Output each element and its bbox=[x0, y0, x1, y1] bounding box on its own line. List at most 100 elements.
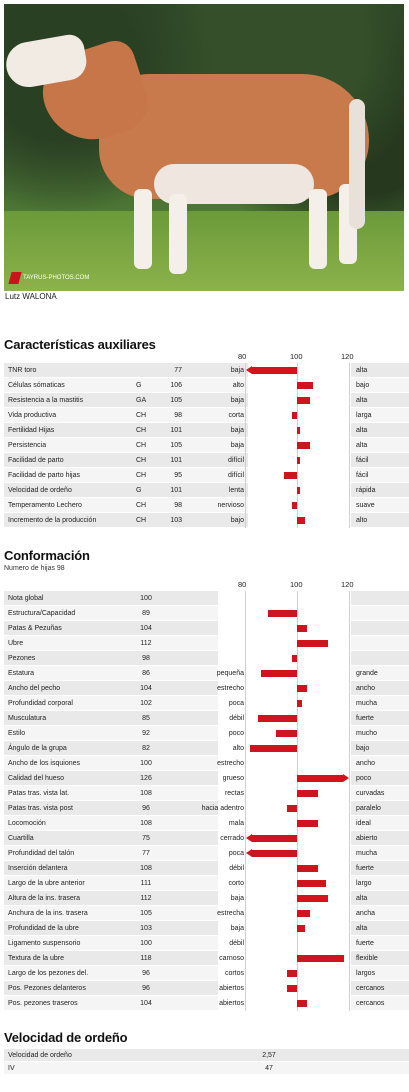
scale-gridline bbox=[349, 966, 350, 981]
trait-high-label: fuerte bbox=[356, 865, 374, 872]
bar-area bbox=[218, 861, 351, 876]
trait-high-label: ancho bbox=[356, 685, 376, 692]
trait-value: 105 bbox=[170, 397, 182, 404]
trait-name: Patas tras. vista post bbox=[8, 805, 73, 812]
scale-gridline bbox=[349, 816, 350, 831]
scale-gridline bbox=[297, 498, 298, 513]
table-row: Calidad del hueso 126 grueso poco bbox=[4, 771, 409, 786]
table-row: Altura de la ins. trasera 112 baja alta bbox=[4, 891, 409, 906]
scale-gridline bbox=[349, 681, 350, 696]
value-bar bbox=[297, 427, 300, 434]
value-bar bbox=[297, 955, 344, 962]
trait-name: Ángulo de la grupa bbox=[8, 745, 67, 752]
trait-name: Cuartilla bbox=[8, 835, 34, 842]
scale-gridline bbox=[297, 726, 298, 741]
trait-name: Estilo bbox=[8, 730, 26, 737]
trait-low-label: corta bbox=[228, 412, 244, 419]
value-bar bbox=[297, 775, 343, 782]
bar-area bbox=[218, 681, 351, 696]
value-bar bbox=[250, 745, 297, 752]
trait-name: Temperamento Lechero bbox=[8, 502, 82, 509]
scale-gridline bbox=[349, 921, 350, 936]
bar-area bbox=[248, 498, 351, 513]
trait-low-label: rectas bbox=[224, 790, 244, 797]
scale-gridline bbox=[297, 741, 298, 756]
table-row: Ancho de los isquiones 100 estrecho ancho bbox=[4, 756, 409, 771]
trait-high-label: rápida bbox=[356, 487, 376, 494]
scale-gridline bbox=[245, 468, 246, 483]
scale-gridline bbox=[245, 513, 246, 528]
trait-value: 101 bbox=[170, 457, 182, 464]
scale-gridline bbox=[245, 786, 246, 801]
value-bar bbox=[291, 655, 297, 662]
table-row: Células sómaticas G 106 alto bajo bbox=[4, 378, 409, 393]
trait-high-label: bajo bbox=[356, 382, 370, 389]
table-row: Estructura/Capacidad 89 bbox=[4, 606, 409, 621]
trait-high-label: mucha bbox=[356, 850, 378, 857]
trait-low-label: corto bbox=[228, 880, 244, 887]
trait-low-label: carnoso bbox=[219, 955, 244, 962]
scale-gridline bbox=[245, 408, 246, 423]
trait-category: CH bbox=[136, 442, 147, 449]
conf-table: Nota global 100 Estructura/Capacidad 89 Pata… bbox=[4, 591, 409, 1011]
scale-gridline bbox=[245, 726, 246, 741]
trait-low-label: abiertos bbox=[219, 985, 244, 992]
trait-name: Nota global bbox=[8, 595, 44, 602]
milk-value: 2,57 bbox=[262, 1052, 276, 1059]
scale-gridline bbox=[349, 846, 350, 861]
scale-gridline bbox=[349, 831, 350, 846]
conf-scale-100: 100 bbox=[290, 580, 303, 589]
scale-gridline bbox=[349, 771, 350, 786]
table-row: Patas & Pezuñas 104 bbox=[4, 621, 409, 636]
trait-name: Persistencia bbox=[8, 442, 47, 449]
trait-low-label: mala bbox=[228, 820, 244, 827]
bar-overflow-left-icon bbox=[246, 834, 252, 842]
bar-area bbox=[248, 408, 351, 423]
value-bar bbox=[260, 670, 297, 677]
trait-high-label: bajo bbox=[356, 745, 370, 752]
trait-name: Facilidad de parto bbox=[8, 457, 64, 464]
trait-high-label: fácil bbox=[356, 457, 369, 464]
scale-gridline bbox=[245, 681, 246, 696]
trait-high-label: alto bbox=[356, 517, 368, 524]
value-bar bbox=[297, 1000, 308, 1007]
value-bar bbox=[284, 472, 297, 479]
scale-gridline bbox=[297, 981, 298, 996]
table-row: Persistencia CH 105 baja alta bbox=[4, 438, 409, 453]
trait-name: Velocidad de ordeño bbox=[8, 487, 72, 494]
scale-gridline bbox=[297, 591, 298, 606]
trait-high-label: suave bbox=[356, 502, 375, 509]
trait-low-label: baja bbox=[230, 427, 244, 434]
table-row: Pos. Pezones delanteros 96 abiertos cercano… bbox=[4, 981, 409, 996]
scale-gridline bbox=[245, 621, 246, 636]
scale-gridline bbox=[245, 741, 246, 756]
scale-gridline bbox=[349, 696, 350, 711]
scale-gridline bbox=[349, 636, 350, 651]
trait-high-label: ancho bbox=[356, 760, 376, 767]
scale-gridline bbox=[297, 831, 298, 846]
trait-name: Patas & Pezuñas bbox=[8, 625, 62, 632]
trait-high-label: cercanos bbox=[356, 1000, 385, 1007]
scale-gridline bbox=[349, 393, 350, 408]
trait-name: Ancho de los isquiones bbox=[8, 760, 80, 767]
trait-low-label: poco bbox=[228, 730, 244, 737]
scale-gridline bbox=[349, 981, 350, 996]
cow-photo: ΤΑΥRUS-PHOTOS.COM bbox=[4, 4, 404, 291]
scale-gridline bbox=[349, 666, 350, 681]
trait-low-label bbox=[154, 606, 244, 621]
value-bar bbox=[297, 880, 326, 887]
trait-name: Pos. pezones traseros bbox=[8, 1000, 78, 1007]
table-row: Pezones 98 bbox=[4, 651, 409, 666]
scale-gridline bbox=[245, 936, 246, 951]
value-bar bbox=[297, 442, 310, 449]
table-row: Vida productiva CH 98 corta larga bbox=[4, 408, 409, 423]
trait-value: 104 bbox=[140, 625, 152, 632]
scale-gridline bbox=[245, 453, 246, 468]
value-bar bbox=[286, 805, 297, 812]
value-bar bbox=[297, 625, 308, 632]
trait-low-label: difícil bbox=[228, 472, 244, 479]
value-bar bbox=[297, 640, 329, 647]
trait-value: 82 bbox=[142, 745, 150, 752]
bar-area bbox=[218, 771, 351, 786]
cow-tail bbox=[349, 99, 365, 229]
